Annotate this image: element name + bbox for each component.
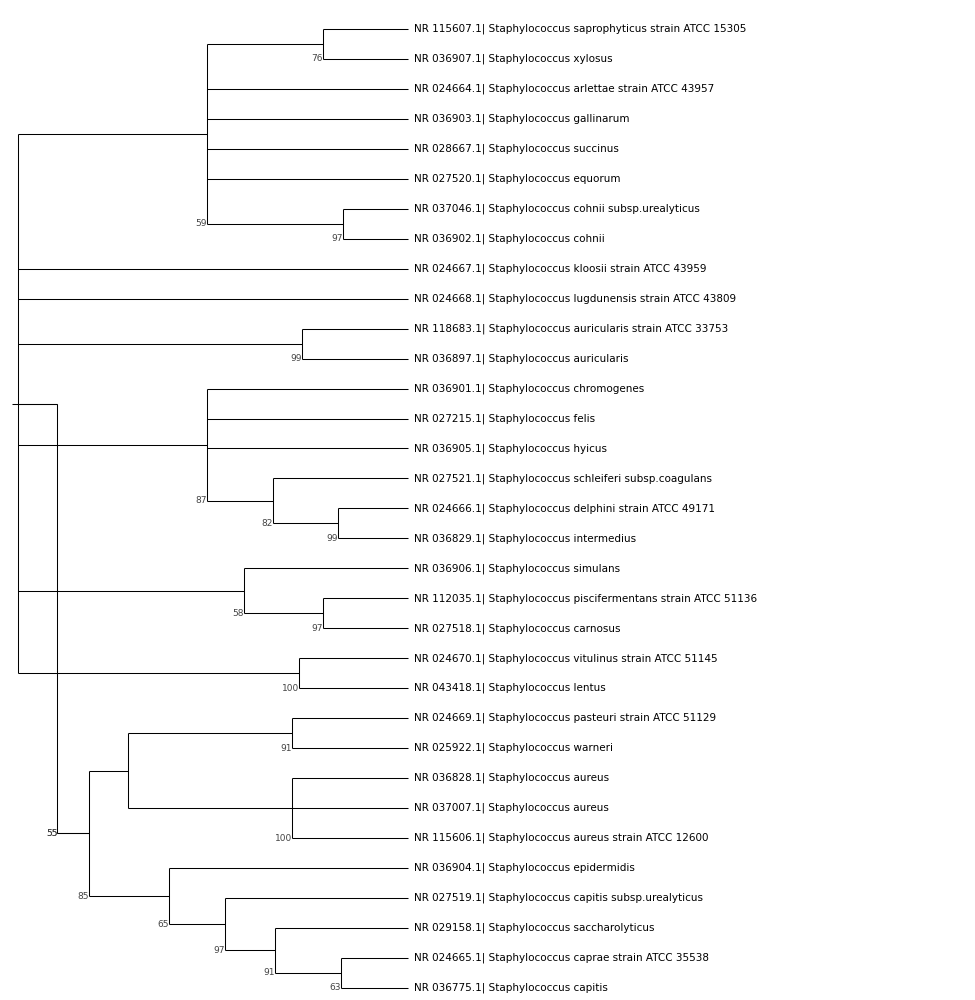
Text: NR 024665.1| Staphylococcus caprae strain ATCC 35538: NR 024665.1| Staphylococcus caprae strai… [414,953,709,963]
Text: 100: 100 [282,684,299,693]
Text: 97: 97 [312,624,323,633]
Text: NR 024664.1| Staphylococcus arlettae strain ATCC 43957: NR 024664.1| Staphylococcus arlettae str… [414,84,715,94]
Text: 58: 58 [232,609,244,618]
Text: 87: 87 [196,496,207,505]
Text: NR 024667.1| Staphylococcus kloosii strain ATCC 43959: NR 024667.1| Staphylococcus kloosii stra… [414,263,707,274]
Text: 55: 55 [46,829,58,838]
Text: 65: 65 [157,920,169,929]
Text: 99: 99 [327,534,337,543]
Text: NR 115606.1| Staphylococcus aureus strain ATCC 12600: NR 115606.1| Staphylococcus aureus strai… [414,833,709,843]
Text: NR 112035.1| Staphylococcus piscifermentans strain ATCC 51136: NR 112035.1| Staphylococcus pisciferment… [414,593,758,604]
Text: NR 036897.1| Staphylococcus auricularis: NR 036897.1| Staphylococcus auricularis [414,353,629,364]
Text: 82: 82 [261,519,273,528]
Text: NR 037007.1| Staphylococcus aureus: NR 037007.1| Staphylococcus aureus [414,803,609,813]
Text: 91: 91 [263,968,275,977]
Text: 97: 97 [331,234,342,243]
Text: 59: 59 [196,219,207,228]
Text: NR 024669.1| Staphylococcus pasteuri strain ATCC 51129: NR 024669.1| Staphylococcus pasteuri str… [414,713,717,723]
Text: NR 036903.1| Staphylococcus gallinarum: NR 036903.1| Staphylococcus gallinarum [414,114,630,124]
Text: NR 025922.1| Staphylococcus warneri: NR 025922.1| Staphylococcus warneri [414,743,613,753]
Text: NR 043418.1| Staphylococcus lentus: NR 043418.1| Staphylococcus lentus [414,683,605,693]
Text: NR 029158.1| Staphylococcus saccharolyticus: NR 029158.1| Staphylococcus saccharolyti… [414,923,654,933]
Text: 91: 91 [281,744,292,753]
Text: NR 036905.1| Staphylococcus hyicus: NR 036905.1| Staphylococcus hyicus [414,443,607,454]
Text: NR 027520.1| Staphylococcus equorum: NR 027520.1| Staphylococcus equorum [414,174,620,184]
Text: NR 024670.1| Staphylococcus vitulinus strain ATCC 51145: NR 024670.1| Staphylococcus vitulinus st… [414,653,718,664]
Text: NR 024668.1| Staphylococcus lugdunensis strain ATCC 43809: NR 024668.1| Staphylococcus lugdunensis … [414,293,736,304]
Text: NR 036902.1| Staphylococcus cohnii: NR 036902.1| Staphylococcus cohnii [414,233,604,244]
Text: NR 027518.1| Staphylococcus carnosus: NR 027518.1| Staphylococcus carnosus [414,623,620,634]
Text: NR 115607.1| Staphylococcus saprophyticus strain ATCC 15305: NR 115607.1| Staphylococcus saprophyticu… [414,24,747,34]
Text: NR 027519.1| Staphylococcus capitis subsp.urealyticus: NR 027519.1| Staphylococcus capitis subs… [414,893,703,903]
Text: 76: 76 [312,54,323,63]
Text: NR 118683.1| Staphylococcus auricularis strain ATCC 33753: NR 118683.1| Staphylococcus auricularis … [414,323,728,334]
Text: NR 027521.1| Staphylococcus schleiferi subsp.coagulans: NR 027521.1| Staphylococcus schleiferi s… [414,473,712,484]
Text: 85: 85 [78,892,90,901]
Text: NR 037046.1| Staphylococcus cohnii subsp.urealyticus: NR 037046.1| Staphylococcus cohnii subsp… [414,204,700,214]
Text: NR 036775.1| Staphylococcus capitis: NR 036775.1| Staphylococcus capitis [414,983,607,993]
Text: NR 024666.1| Staphylococcus delphini strain ATCC 49171: NR 024666.1| Staphylococcus delphini str… [414,503,715,514]
Text: 63: 63 [330,983,340,992]
Text: 97: 97 [214,946,224,955]
Text: NR 036906.1| Staphylococcus simulans: NR 036906.1| Staphylococcus simulans [414,563,620,574]
Text: NR 036828.1| Staphylococcus aureus: NR 036828.1| Staphylococcus aureus [414,773,609,783]
Text: NR 036904.1| Staphylococcus epidermidis: NR 036904.1| Staphylococcus epidermidis [414,863,635,873]
Text: 55: 55 [46,829,58,838]
Text: NR 027215.1| Staphylococcus felis: NR 027215.1| Staphylococcus felis [414,413,595,424]
Text: 99: 99 [291,354,302,363]
Text: NR 036901.1| Staphylococcus chromogenes: NR 036901.1| Staphylococcus chromogenes [414,383,644,394]
Text: NR 028667.1| Staphylococcus succinus: NR 028667.1| Staphylococcus succinus [414,144,619,154]
Text: NR 036907.1| Staphylococcus xylosus: NR 036907.1| Staphylococcus xylosus [414,54,612,64]
Text: NR 036829.1| Staphylococcus intermedius: NR 036829.1| Staphylococcus intermedius [414,533,636,544]
Text: 100: 100 [275,834,292,843]
